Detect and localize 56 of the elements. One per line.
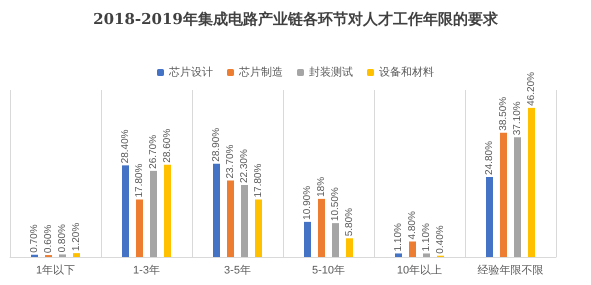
data-label: 0.70% xyxy=(29,224,40,253)
x-tick-label: 1年以下 xyxy=(36,264,76,276)
bar xyxy=(59,254,66,257)
bar xyxy=(227,180,234,257)
data-label: 0.80% xyxy=(57,224,68,252)
data-label: 28.40% xyxy=(120,129,131,164)
data-label: 37.10% xyxy=(512,101,523,136)
bar xyxy=(332,223,339,257)
data-label: 1.10% xyxy=(393,222,404,252)
data-label: 10.90% xyxy=(302,186,313,220)
data-label: 5.80% xyxy=(344,208,355,236)
bar xyxy=(528,108,535,257)
data-label: 0.40% xyxy=(435,225,446,254)
data-label: 28.60% xyxy=(162,128,173,163)
data-label: 26.70% xyxy=(148,134,159,169)
bar xyxy=(395,253,402,257)
data-label: 28.90% xyxy=(211,128,222,162)
bar xyxy=(164,164,171,257)
data-label: 17.80% xyxy=(134,164,145,198)
chart-title: 2018-2019年集成电路产业链各环节对人才工作年限的要求 xyxy=(93,10,499,28)
data-label: 1.10% xyxy=(421,222,432,252)
data-label: 4.80% xyxy=(407,211,418,240)
legend-label: 封装测试 xyxy=(309,66,353,78)
bar xyxy=(150,170,157,257)
bar xyxy=(241,185,248,257)
x-tick-label: 10年以上 xyxy=(396,264,442,276)
data-label: 24.80% xyxy=(484,140,495,175)
bar xyxy=(318,198,325,257)
bar xyxy=(346,238,353,257)
legend-label: 芯片制造 xyxy=(238,66,283,78)
legend-label: 芯片设计 xyxy=(168,66,213,78)
bar xyxy=(73,253,80,257)
bar xyxy=(514,137,521,257)
x-tick-label: 5-10年 xyxy=(312,264,346,276)
x-tick-label: 经验年限不限 xyxy=(478,264,544,276)
bar xyxy=(304,222,311,257)
data-label: 1.20% xyxy=(71,222,82,252)
bar xyxy=(423,253,430,257)
bar xyxy=(122,165,129,257)
legend-label: 设备和材料 xyxy=(379,66,434,78)
data-label: 38.50% xyxy=(498,96,509,131)
data-label: 46.20% xyxy=(526,72,537,106)
bar xyxy=(136,200,143,257)
bar xyxy=(255,200,262,257)
data-label: 22.30% xyxy=(239,149,250,184)
bar xyxy=(409,242,416,257)
data-label: 18% xyxy=(316,176,327,197)
x-tick-label: 3-5年 xyxy=(224,264,251,276)
data-label: 10.50% xyxy=(330,187,341,222)
data-label: 23.70% xyxy=(225,144,236,179)
bar xyxy=(500,132,507,257)
bar xyxy=(213,164,220,257)
data-label: 0.60% xyxy=(43,224,54,254)
bar xyxy=(486,176,493,257)
x-tick-label: 1-3年 xyxy=(133,264,160,276)
data-label: 17.80% xyxy=(253,164,264,198)
